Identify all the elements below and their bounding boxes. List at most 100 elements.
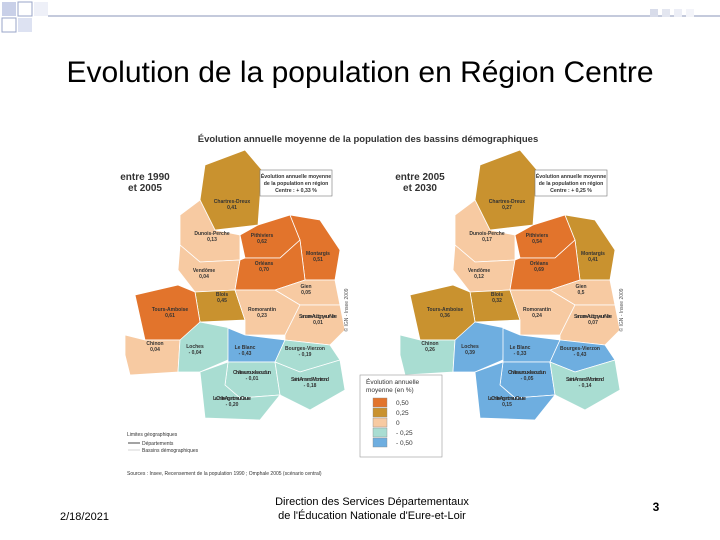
slide-footer: de l'Éducation Nationale d'Eure-et-Loir [278, 509, 466, 522]
legend-label: - 0,50 [396, 440, 413, 447]
region-name: Romorantin [523, 307, 551, 313]
key: Limites géographiques Départements Bassi… [127, 432, 322, 477]
region-name: Vendôme [193, 268, 215, 274]
info-box-text: Centre : + 0,25 % [550, 188, 592, 194]
region-value: 0,45 [217, 298, 227, 304]
region-name: Chartres-Dreux [489, 199, 526, 205]
region-value: - 0,14 [579, 383, 592, 389]
region-name: Tours-Amboise [427, 307, 464, 313]
region-name: Orléans [255, 261, 274, 267]
region-value: 0,26 [425, 347, 435, 353]
map-period: et 2005 [128, 183, 162, 194]
region-value: 0,39 [465, 350, 475, 356]
slide-footer: Direction des Services Départementaux [275, 496, 469, 508]
legend-swatch [372, 437, 388, 448]
region-name: Blois [216, 292, 228, 298]
region-name: Montargis [306, 251, 330, 257]
region-value: 0,12 [474, 274, 484, 280]
region-value: 0,24 [532, 313, 542, 319]
region-name: Romorantin [248, 307, 276, 313]
region-value: 0,32 [492, 298, 502, 304]
region-value: 0,04 [199, 274, 209, 280]
region-name: Blois [491, 292, 503, 298]
region-name: Loches [186, 344, 204, 350]
region-value: - 0,33 [514, 351, 527, 357]
region-value: - 0,18 [304, 383, 317, 389]
region-value: 0,41 [227, 205, 237, 211]
legend-title: moyenne (en %) [366, 387, 414, 394]
region-value: 0,51 [313, 257, 323, 263]
region-value: 0,05 [301, 290, 311, 296]
region-value: 0,36 [440, 313, 450, 319]
legend-swatch [372, 397, 388, 408]
region-value: - 0,04 [189, 350, 202, 356]
region-name: Saint-Amand-Montrond [566, 377, 604, 383]
region-value: 0,07 [588, 320, 598, 326]
region-name: La Châtre-Argenton-sur-Creuse [488, 396, 526, 402]
region-name: Saint-Amand-Montrond [291, 377, 329, 383]
info-box-text: de la population en région [539, 181, 604, 187]
source-note: Sources : Insee, Recensement de la popul… [127, 471, 322, 477]
region-value: 0,61 [165, 313, 175, 319]
info-box-text: Évolution annuelle moyenne [261, 172, 331, 180]
region-name: Châteauroux-Issoudun [508, 370, 546, 376]
legend: Évolution annuelle moyenne (en %) 0,50 0,… [359, 374, 443, 458]
slide-date: 2/18/2021 [60, 511, 109, 523]
region-value: - 0,43 [574, 352, 587, 358]
region-value: 0,15 [502, 402, 512, 408]
region [199, 361, 281, 421]
legend-label: 0,50 [396, 400, 409, 407]
region-value: - 0,01 [246, 376, 259, 382]
region-name: Bourges-Vierzon [285, 346, 325, 352]
region-value: 0,54 [532, 239, 542, 245]
region-value: 0,04 [150, 347, 160, 353]
region-name: Tours-Amboise [152, 307, 189, 313]
key-item: Bassins démographiques [142, 448, 199, 454]
key-title: Limites géographiques [127, 432, 178, 438]
region-name: Dunois-Perche [194, 231, 230, 237]
region-name: Sancerre-Aubigny-sur-Nère [574, 314, 612, 320]
region-name: Sancerre-Aubigny-sur-Nère [299, 314, 337, 320]
map-period: entre 2005 [395, 172, 445, 183]
region-name: Gien [575, 284, 586, 290]
region-name: Vendôme [468, 268, 490, 274]
region-value: 0,13 [207, 237, 217, 243]
region-value: 0,5 [578, 290, 585, 296]
region-name: Chartres-Dreux [214, 199, 251, 205]
region-value: 0,41 [588, 257, 598, 263]
figure-title: Évolution annuelle moyenne de la populat… [198, 134, 538, 145]
info-box [259, 169, 333, 197]
legend-swatch [372, 407, 388, 418]
legend-label: 0,25 [396, 410, 409, 417]
map-credit: © IGN - Insee 2009 [618, 288, 625, 331]
region-name: Loches [461, 344, 479, 350]
map-credit: © IGN - Insee 2009 [343, 288, 350, 331]
info-box-text: Évolution annuelle moyenne [536, 172, 606, 180]
region-name: Montargis [581, 251, 605, 257]
region-value: 0,23 [257, 313, 267, 319]
region-name: Chinon [421, 341, 438, 347]
region-name: Pithiviers [251, 233, 274, 239]
map-period: entre 1990 [120, 172, 170, 183]
region-name: La Châtre-Argenton-sur-Creuse [213, 396, 251, 402]
region-value: - 0,20 [226, 402, 239, 408]
region-name: Chinon [146, 341, 163, 347]
template-decoration [1, 1, 720, 33]
region-value: 0,70 [259, 267, 269, 273]
legend-title: Évolution annuelle [366, 377, 420, 386]
legend-swatch [372, 417, 388, 428]
info-box-text: Centre : + 0,33 % [275, 188, 317, 194]
slide-number: 3 [653, 500, 660, 514]
info-box [534, 169, 608, 197]
maps: Chartres-Dreux0,41Dunois-Perche0,13Pithi… [120, 149, 625, 421]
legend-label: - 0,25 [396, 430, 413, 437]
region-value: - 0,43 [239, 351, 252, 357]
region [474, 361, 556, 421]
region-name: Bourges-Vierzon [560, 346, 600, 352]
region-value: 0,17 [482, 237, 492, 243]
region-value: 0,01 [313, 320, 323, 326]
